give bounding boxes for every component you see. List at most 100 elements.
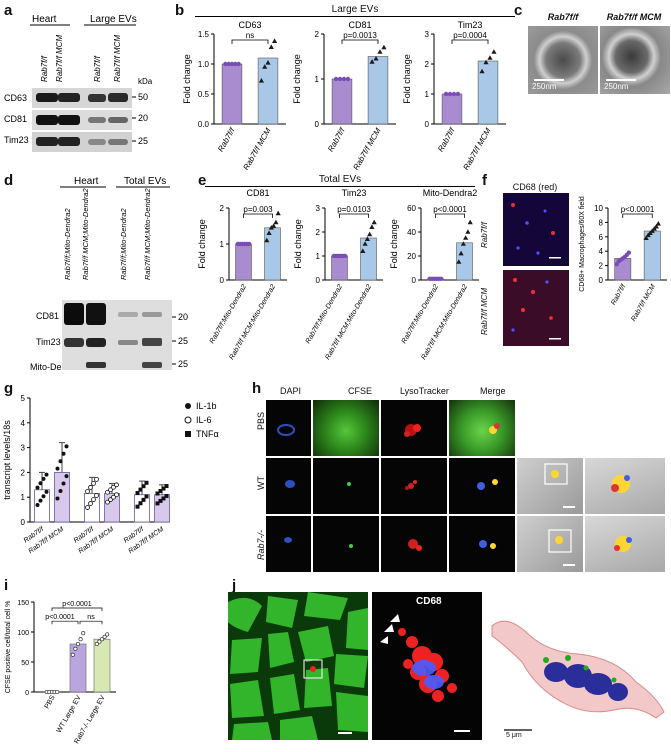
data-point	[41, 476, 46, 481]
em-image: 250nm	[600, 26, 670, 94]
data-point	[135, 504, 140, 509]
em-title: Rab7f/f	[547, 12, 579, 22]
f-title: CD68 (red)	[512, 182, 558, 192]
chart-title: CD81	[348, 20, 371, 30]
data-point	[451, 91, 457, 97]
chart-cd81: CD81 Fold change 0 1 2 Rab7f/f Rab7f/f MCM p=0.…	[292, 20, 396, 170]
group-large-evs: Large EVs	[90, 14, 137, 25]
y-tick-label: 3	[425, 30, 430, 39]
significance-bracket	[341, 39, 379, 44]
bar	[477, 60, 499, 125]
y-tick-label: 0	[412, 276, 417, 285]
kda-value: 20	[138, 113, 148, 123]
data-point	[81, 631, 86, 636]
x-tick-label: Rab7f/f MCM	[630, 283, 657, 322]
cd68-zoom-image: CD68	[372, 592, 482, 740]
y-tick-label: 150	[17, 600, 29, 607]
data-point	[236, 61, 241, 67]
significance-bracket	[243, 213, 273, 218]
data-point	[643, 235, 649, 241]
significance-bracket	[231, 39, 269, 44]
data-point	[337, 76, 343, 82]
y-axis-label: Fold change	[182, 54, 192, 104]
y-axis-label: CFSE positive cell/total cell %	[5, 601, 12, 694]
y-tick-label: 2	[316, 228, 321, 237]
x-tick-label: Rab7f/f	[436, 126, 457, 154]
data-point	[487, 55, 493, 60]
data-point	[111, 484, 116, 490]
data-point	[58, 459, 63, 464]
data-point	[111, 494, 116, 500]
significance-bracket	[622, 213, 653, 218]
data-point	[229, 61, 235, 67]
kda-title: kDa	[138, 77, 153, 86]
y-tick-label: 1.5	[198, 30, 210, 39]
data-point	[85, 489, 90, 494]
p-value: p<0.0001	[45, 614, 74, 621]
data-point	[465, 229, 471, 234]
y-tick-label: 2	[21, 468, 26, 477]
data-point	[460, 241, 466, 246]
panel-label-f: f	[482, 172, 487, 189]
bar	[331, 255, 348, 281]
y-axis-label: Fold change	[197, 219, 207, 269]
scalebar	[534, 79, 564, 81]
data-point	[371, 219, 377, 225]
y-tick-label: 10	[594, 204, 603, 213]
merge-image	[449, 516, 515, 572]
data-point	[233, 61, 238, 67]
p-value: p=0.0004	[453, 31, 487, 40]
group-heart: Heart	[32, 14, 57, 25]
data-point	[91, 497, 96, 502]
cd68-label: CD68	[416, 596, 442, 607]
data-point	[342, 253, 348, 259]
y-tick-label: 2	[425, 60, 430, 69]
x-tick-label: WT Large EV	[56, 694, 83, 734]
data-point	[158, 498, 163, 503]
data-point	[161, 486, 166, 491]
data-point	[164, 493, 169, 498]
data-point	[58, 489, 63, 493]
kda-value: 25	[178, 336, 188, 346]
chart-cd68-macrophages: CD68+ Macrophages/60X field 0 2 4 6 8 10 Rab7f/…	[579, 196, 667, 323]
x-tick-label: Rab7f/f MCM	[241, 126, 273, 170]
data-point	[35, 485, 40, 490]
em-title: Rab7f/f MCM	[606, 12, 662, 22]
lysotracker-image	[381, 516, 447, 572]
y-tick-label: 0.0	[198, 120, 210, 129]
lane-label: Rab7f/f MCM	[113, 35, 122, 82]
y-tick-label: 1	[425, 90, 430, 99]
lane-label: Rab7f/f MCM;Mito-Dendra2	[143, 187, 152, 280]
bar	[331, 78, 353, 125]
chart-tim23: Tim23 Fold change 0 1 2 3 Rab7f/f Rab7f/f MCM p=…	[402, 20, 506, 170]
panel-label-j: j	[232, 577, 237, 594]
f-row-label-text: Rab7f/f	[480, 222, 489, 248]
data-point	[61, 451, 66, 456]
significance-bracket	[451, 39, 489, 44]
p-value: ns	[87, 614, 95, 621]
data-point	[75, 641, 81, 647]
data-point	[483, 59, 489, 65]
panel-label-g: g	[4, 380, 14, 397]
x-tick-label: Rab7f/f MCM	[77, 526, 115, 555]
lysotracker-image	[381, 458, 447, 514]
chart-title: CD63	[238, 20, 261, 30]
cd68-image	[503, 270, 569, 346]
p-value: p<0.0001	[433, 205, 467, 214]
row-label: CD81	[36, 311, 59, 321]
bar	[69, 643, 87, 693]
x-tick-label: Rab7f/f	[610, 283, 628, 307]
data-point	[105, 632, 110, 637]
lane-label: Rab7f/f;Mito-Dendra2	[63, 207, 72, 280]
data-point	[114, 482, 119, 488]
data-point	[223, 61, 228, 67]
panel-label-a: a	[4, 2, 13, 19]
data-point	[271, 223, 277, 228]
data-point	[369, 224, 375, 229]
y-tick-label: 3	[316, 204, 321, 213]
scalebar-label: 250nm	[604, 82, 629, 91]
data-point	[94, 641, 99, 647]
data-point	[268, 44, 274, 49]
